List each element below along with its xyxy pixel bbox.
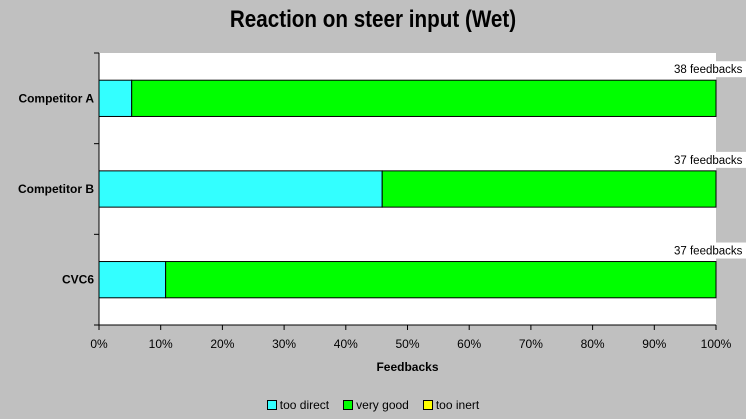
feedback-count-label: 37 feedbacks: [674, 246, 743, 258]
x-tick-label: 0%: [90, 337, 108, 351]
bar-segment: [98, 170, 383, 208]
legend-item: very good: [343, 398, 409, 412]
x-axis-label: Feedbacks: [376, 360, 438, 374]
legend-label: too direct: [279, 398, 330, 412]
category-label: Competitor A: [18, 91, 94, 105]
bar-segment: [98, 79, 133, 117]
chart-title: Reaction on steer input (Wet): [229, 6, 517, 33]
category-label: Competitor B: [18, 182, 94, 196]
feedback-count-label: 37 feedbacks: [674, 155, 743, 167]
legend-label: very good: [356, 398, 409, 412]
x-tick-label: 30%: [272, 337, 296, 351]
x-tick-label: 40%: [334, 337, 358, 351]
bar-segment: [98, 261, 167, 299]
x-tick-label: 50%: [395, 337, 419, 351]
bar-segment: [165, 261, 717, 299]
legend-label: too inert: [435, 398, 480, 412]
annotation-box: [670, 242, 746, 259]
category-label: CVC6: [62, 273, 94, 287]
x-tick-label: 60%: [457, 337, 481, 351]
legend-swatch: [343, 400, 354, 410]
feedback-count-label: 38 feedbacks: [674, 64, 743, 76]
legend-item: too direct: [266, 398, 330, 412]
legend-swatch: [422, 400, 433, 410]
bar-segment: [131, 79, 717, 117]
legend-item: too inert: [422, 398, 480, 412]
x-tick-label: 90%: [642, 337, 666, 351]
x-tick-label: 10%: [149, 337, 173, 351]
chart-legend: too direct very good too inert: [0, 398, 746, 412]
x-tick-label: 100%: [701, 337, 732, 351]
x-tick-label: 80%: [581, 337, 605, 351]
annotation-box: [670, 151, 746, 168]
annotation-box: [670, 61, 746, 78]
x-tick-label: 70%: [519, 337, 543, 351]
bar-segment: [381, 170, 717, 208]
legend-swatch: [266, 400, 277, 410]
x-tick-label: 20%: [210, 337, 234, 351]
